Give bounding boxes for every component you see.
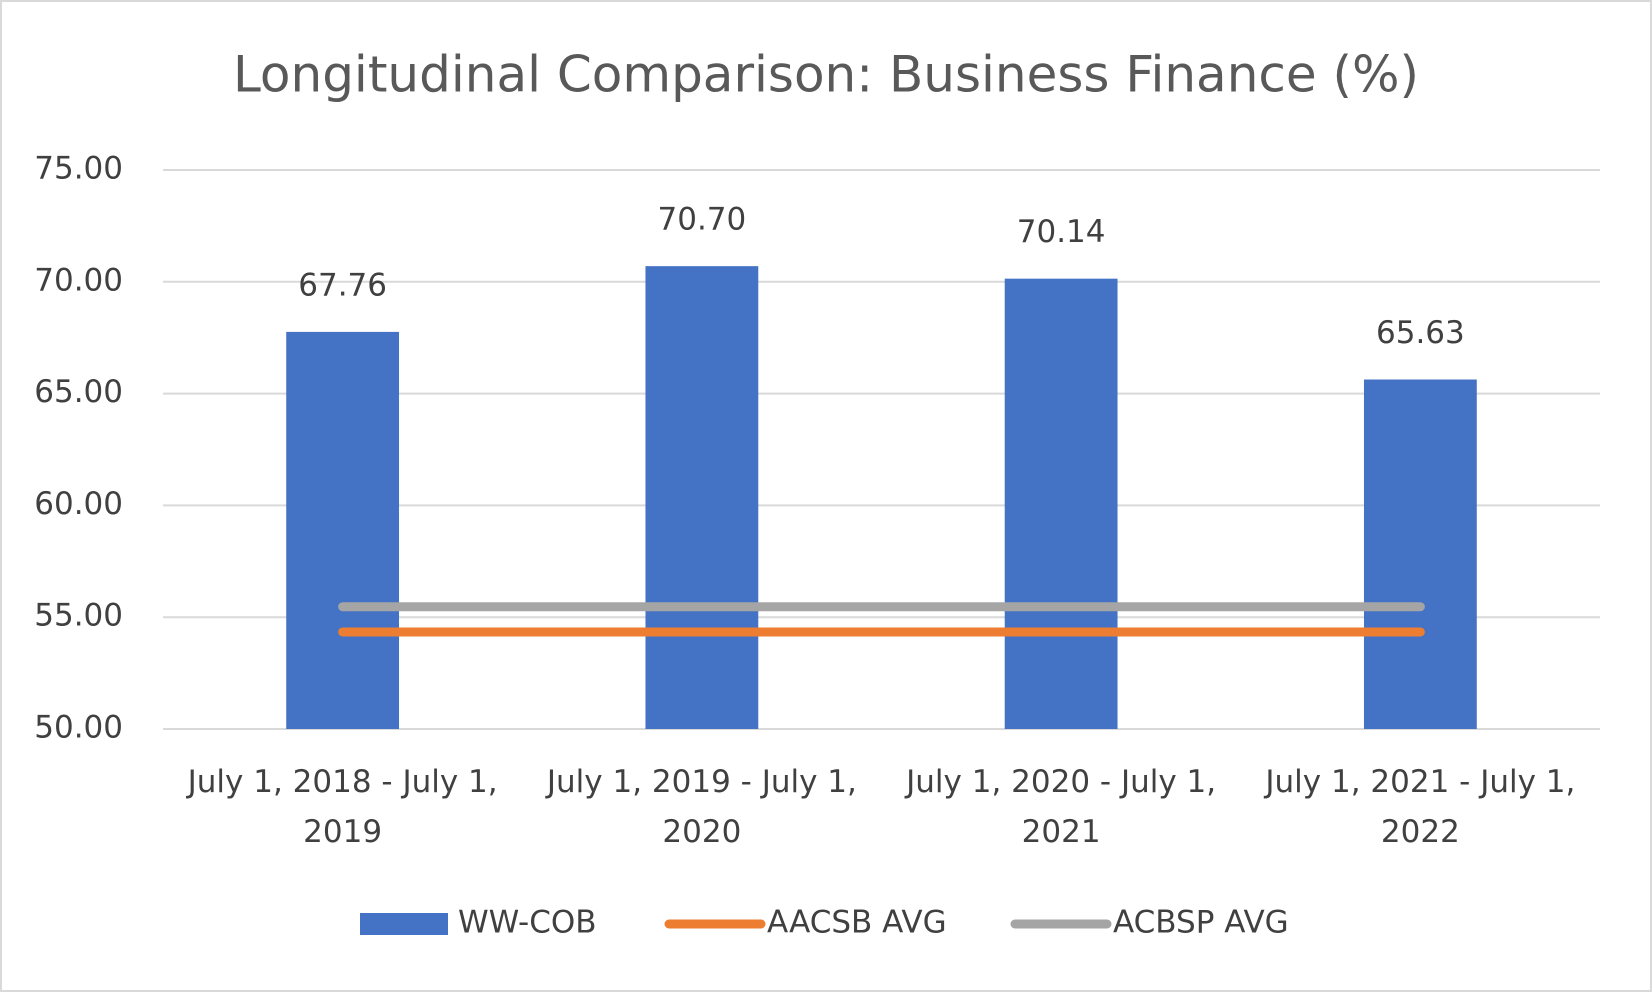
- legend-label: WW-COB: [458, 905, 597, 941]
- data-label: 70.70: [658, 202, 747, 238]
- data-label: 65.63: [1376, 315, 1465, 351]
- y-tick-label: 60.00: [34, 486, 123, 522]
- data-label: 70.14: [1017, 214, 1106, 250]
- bar: [1004, 278, 1118, 729]
- x-tick-label: July 1, 2019 - July 1, 2020: [546, 764, 857, 850]
- y-tick-label: 75.00: [34, 151, 123, 187]
- bar: [286, 331, 400, 729]
- y-tick-label: 65.00: [34, 374, 123, 410]
- legend-label: AACSB AVG: [767, 905, 947, 941]
- data-label: 67.76: [298, 267, 387, 303]
- legend-label: ACBSP AVG: [1113, 905, 1289, 941]
- bar: [1363, 379, 1477, 729]
- y-tick-label: 55.00: [34, 598, 123, 634]
- chart-title: Longitudinal Comparison: Business Financ…: [233, 46, 1419, 104]
- y-tick-label: 70.00: [34, 262, 123, 298]
- bar: [645, 266, 759, 729]
- legend-swatch: [360, 913, 448, 935]
- x-tick-label: July 1, 2021 - July 1, 2022: [1265, 764, 1576, 850]
- x-tick-label: July 1, 2020 - July 1, 2021: [906, 764, 1217, 850]
- x-tick-label: July 1, 2018 - July 1, 2019: [187, 764, 498, 850]
- y-tick-label: 50.00: [34, 710, 123, 746]
